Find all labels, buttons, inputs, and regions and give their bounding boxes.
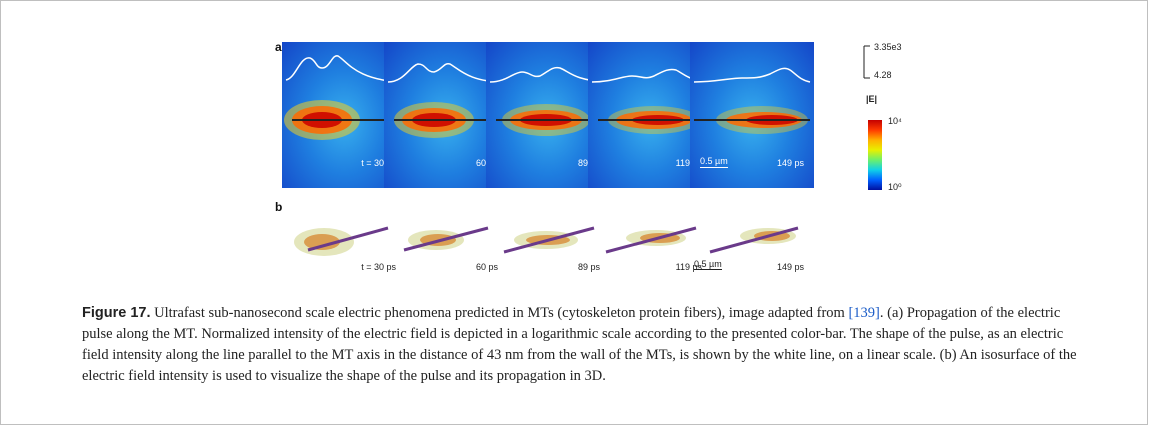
colorbar-max: 10⁴ bbox=[888, 116, 902, 126]
caption-label: Figure 17. bbox=[82, 305, 151, 321]
scale-legend: 3.35e3 4.28 |E| 10⁴ 10⁰ bbox=[862, 42, 942, 192]
field-panel-5: 0.5 µm 149 ps bbox=[690, 42, 814, 188]
time-label: 89 ps bbox=[577, 262, 600, 272]
isosurface-4: 119 ps bbox=[584, 214, 714, 274]
time-label: 149 ps bbox=[776, 158, 804, 168]
time-label: 149 ps bbox=[776, 262, 804, 272]
caption-text-1: Ultrafast sub-nanosecond scale electric … bbox=[150, 305, 849, 321]
isosurface-2: 60 ps bbox=[380, 214, 510, 274]
isosurface-5: 0.5 µm 149 ps bbox=[686, 214, 816, 274]
time-label: 60 ps bbox=[475, 262, 498, 272]
reference-link[interactable]: [139] bbox=[848, 305, 880, 321]
scale-top-value: 3.35e3 bbox=[874, 42, 902, 52]
time-label: t = 30 ps bbox=[361, 158, 396, 168]
scale-bottom-value: 4.28 bbox=[874, 70, 892, 80]
scale-bar-label: 0.5 µm bbox=[700, 156, 728, 168]
caption-text-2: . (a) Propagation of the electric pulse … bbox=[82, 305, 1077, 384]
panel-b-label: b bbox=[275, 200, 283, 214]
figure-caption: Figure 17. Ultrafast sub-nanosecond scal… bbox=[82, 303, 1082, 387]
colorbar-title: |E| bbox=[866, 94, 878, 104]
isosurface-3: 89 ps bbox=[482, 214, 612, 274]
colorbar-min: 10⁰ bbox=[888, 182, 902, 192]
colorbar bbox=[868, 120, 882, 190]
time-label: t = 30 ps bbox=[361, 262, 396, 272]
time-label: 119 ps bbox=[675, 158, 702, 168]
scale-bar-label: 0.5 µm bbox=[694, 259, 722, 270]
isosurface-1: t = 30 ps bbox=[278, 214, 408, 274]
time-label: 119 ps bbox=[675, 262, 702, 272]
panel-a-label: a bbox=[275, 40, 282, 54]
